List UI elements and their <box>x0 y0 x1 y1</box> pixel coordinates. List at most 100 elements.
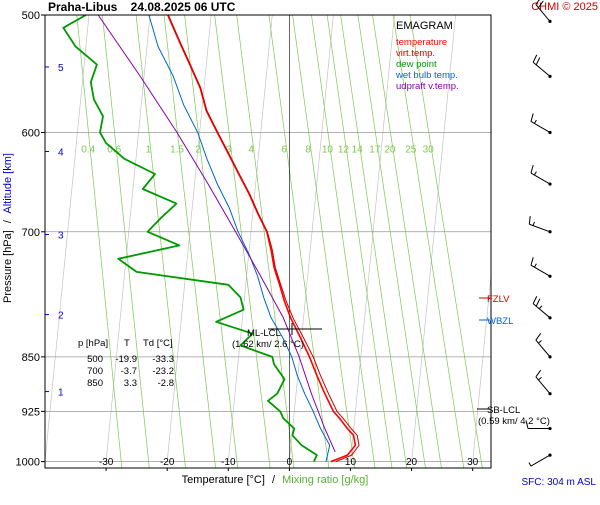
mixing-ratio-line <box>76 15 123 468</box>
mixing-ratio-label: 1.5 <box>170 144 184 155</box>
wind-barb-half-flag <box>538 340 542 344</box>
altitude-axis-label: Altitude [km] <box>2 153 14 214</box>
temperature-tick-label: 30 <box>467 457 479 468</box>
mixing-ratio-label: 3 <box>226 144 232 155</box>
updraft-line <box>97 15 336 453</box>
wind-barb <box>532 54 552 79</box>
dry-adiabat-line <box>289 15 334 462</box>
temperature-tick-label: -10 <box>221 457 236 468</box>
altitude-tick-label: 1 <box>58 388 64 399</box>
wind-barb-flag <box>535 298 541 307</box>
mixing-ratio-label: 17 <box>369 144 381 155</box>
wind-barb-half-flag <box>538 376 542 381</box>
legend-item-updraft: udpraft v.temp. <box>396 81 459 92</box>
dry-adiabat-line <box>105 15 151 462</box>
wind-barb-half-flag <box>532 221 535 226</box>
dew-point-line <box>62 15 318 462</box>
sb-lcl-label: SB-LCL <box>487 405 520 416</box>
wind-barb <box>528 216 552 234</box>
legend-item-virtual-temperature: virt.temp. <box>396 48 435 59</box>
table-row-temperature: 3.3 <box>124 378 137 389</box>
wind-barb-flag <box>535 0 540 5</box>
mixing-ratio-line <box>357 15 426 468</box>
fzlv-label: FZLV <box>487 294 510 305</box>
table-row-pressure: 700 <box>87 366 103 377</box>
temperature-axis: -30 -20 -10 0 10 20 30 <box>99 457 479 471</box>
altitude-tick-label: 5 <box>58 63 64 74</box>
mixing-ratio-label: 10 <box>322 144 334 155</box>
table-row-dewpoint: -23.2 <box>152 366 174 377</box>
wind-barb-flag <box>538 0 544 8</box>
pressure-tick-label: 850 <box>22 352 40 364</box>
wind-barb <box>530 164 552 186</box>
pressure-axis: 500 600 700 850 925 1000 <box>16 10 45 469</box>
mixing-ratio-label: 20 <box>384 144 396 155</box>
wind-barb <box>535 369 552 396</box>
mixing-ratio-line <box>372 15 442 468</box>
mixing-ratio-line <box>268 15 330 468</box>
mixing-ratio-line <box>102 15 150 468</box>
dry-adiabat-line <box>350 15 395 462</box>
table-row-dewpoint: -33.3 <box>152 354 174 365</box>
wind-barb-staff <box>535 376 551 395</box>
y-axis-label: Pressure [hPa] / Altitude [km] <box>2 153 14 303</box>
wind-barb <box>535 333 552 359</box>
wind-barb-half-flag <box>528 462 532 467</box>
dry-adiabat-line <box>45 15 90 462</box>
mixing-ratio-line <box>236 15 295 468</box>
virtual-temperature-line <box>167 15 360 463</box>
mixing-ratio-line <box>311 15 376 468</box>
wind-barb-flag <box>535 369 542 378</box>
wind-barb-staff <box>530 454 551 467</box>
mixing-ratio-label: 6 <box>281 144 287 155</box>
pressure-tick-label: 700 <box>22 227 40 239</box>
pressure-tick-label: 600 <box>22 127 40 139</box>
sounding-series <box>62 15 360 463</box>
temperature-tick-label: 10 <box>345 457 357 468</box>
wind-barb-station <box>548 230 552 234</box>
pressure-tick-label: 500 <box>22 10 40 22</box>
temperature-tick-label: 20 <box>406 457 418 468</box>
wind-barb-station <box>548 130 552 135</box>
table-row-temperature: -19.9 <box>115 354 137 365</box>
legend-item-dew-point: dew point <box>396 59 437 70</box>
pressure-tick-label: 1000 <box>16 457 40 469</box>
x-axis-separator: / <box>272 474 276 486</box>
dry-adiabat-line <box>227 15 273 462</box>
wind-barb-flag <box>532 54 538 63</box>
wet-bulb-line <box>148 15 331 462</box>
surface-elevation-label: SFC: 304 m ASL <box>522 477 597 488</box>
wind-barb-flag <box>525 420 529 429</box>
wbzl-label: WBZL <box>487 316 513 327</box>
altitude-axis: 1 2 3 4 5 <box>45 63 64 399</box>
wind-barb-half-flag <box>538 305 543 310</box>
mixing-ratio-label: 2 <box>195 144 201 155</box>
mixing-ratio-line <box>135 15 186 468</box>
wind-barb-station <box>548 19 552 24</box>
series-clip <box>62 15 360 463</box>
wind-barb-station <box>548 274 552 278</box>
mixing-ratio-line <box>392 15 465 468</box>
temperature-tick-label: 0 <box>287 457 293 468</box>
wind-barb-flag <box>530 257 534 266</box>
wind-barb <box>528 453 552 467</box>
wind-barb <box>530 257 552 278</box>
mixing-ratio-line <box>409 15 483 468</box>
mixing-ratio-line <box>326 15 393 468</box>
wind-barb-station <box>548 182 552 186</box>
wind-barb-station <box>548 355 552 359</box>
temperature-axis-label: Temperature [°C] <box>182 474 265 486</box>
mixing-ratio-label: 14 <box>352 144 364 155</box>
altitude-tick-label: 4 <box>58 148 64 159</box>
mixing-ratio-label: 12 <box>338 144 350 155</box>
wind-barb-station <box>548 426 552 431</box>
mixing-ratio-label: 30 <box>423 144 435 155</box>
wind-barb-flag <box>535 57 541 66</box>
level-markers: ML-LCL (1.62 km/ 2.6 °C) SB-LCL (0.59 km… <box>232 294 550 427</box>
wind-barb-half-flag <box>533 171 537 176</box>
x-axis-label: Temperature [°C] / Mixing ratio [g/kg] <box>182 474 369 486</box>
wind-barb <box>532 296 552 320</box>
mixing-ratio-line <box>340 15 408 468</box>
y-axis-separator: / <box>2 219 14 223</box>
